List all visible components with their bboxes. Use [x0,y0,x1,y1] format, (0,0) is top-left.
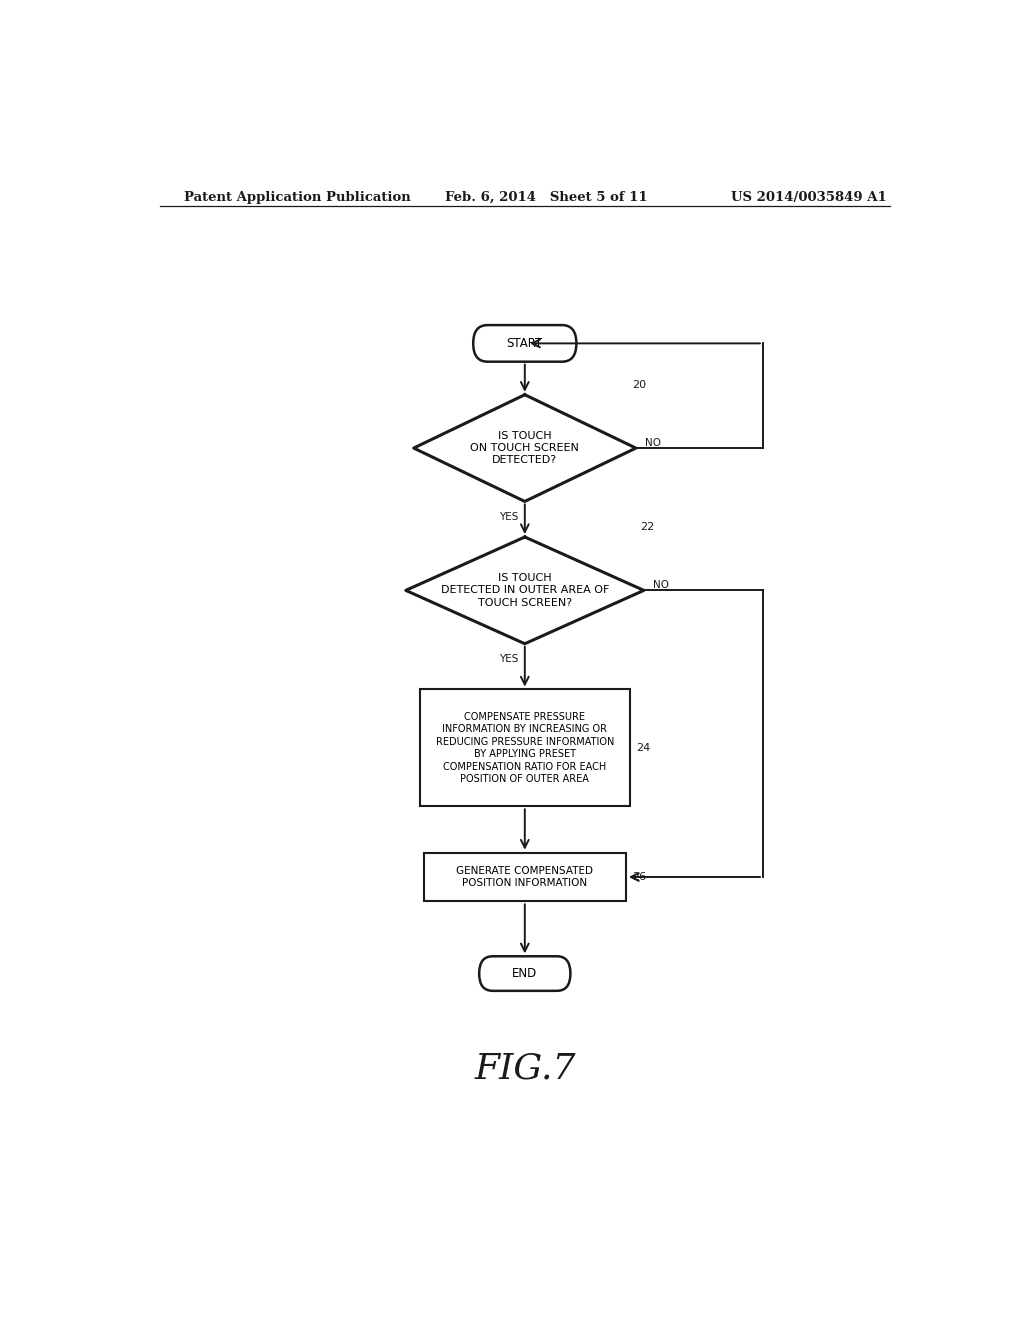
FancyBboxPatch shape [473,325,577,362]
Text: 24: 24 [636,743,650,752]
Text: START: START [507,337,543,350]
Text: Patent Application Publication: Patent Application Publication [183,190,411,203]
Text: FIG.7: FIG.7 [474,1051,575,1085]
Text: COMPENSATE PRESSURE
INFORMATION BY INCREASING OR
REDUCING PRESSURE INFORMATION
B: COMPENSATE PRESSURE INFORMATION BY INCRE… [435,711,614,784]
Bar [420,689,630,807]
Bar [424,853,626,902]
Text: 22: 22 [640,521,654,532]
Polygon shape [406,537,644,644]
Text: END: END [512,968,538,979]
Text: NO: NO [645,438,662,447]
Polygon shape [414,395,636,502]
Text: GENERATE COMPENSATED
POSITION INFORMATION: GENERATE COMPENSATED POSITION INFORMATIO… [457,866,593,888]
Text: YES: YES [500,512,518,521]
FancyBboxPatch shape [479,956,570,991]
Text: YES: YES [500,653,518,664]
Text: IS TOUCH
ON TOUCH SCREEN
DETECTED?: IS TOUCH ON TOUCH SCREEN DETECTED? [470,430,580,466]
Text: 26: 26 [633,873,646,882]
Text: IS TOUCH
DETECTED IN OUTER AREA OF
TOUCH SCREEN?: IS TOUCH DETECTED IN OUTER AREA OF TOUCH… [440,573,609,607]
Text: Feb. 6, 2014   Sheet 5 of 11: Feb. 6, 2014 Sheet 5 of 11 [445,190,648,203]
Text: NO: NO [653,581,670,590]
Text: 20: 20 [632,380,646,389]
Text: US 2014/0035849 A1: US 2014/0035849 A1 [731,190,887,203]
